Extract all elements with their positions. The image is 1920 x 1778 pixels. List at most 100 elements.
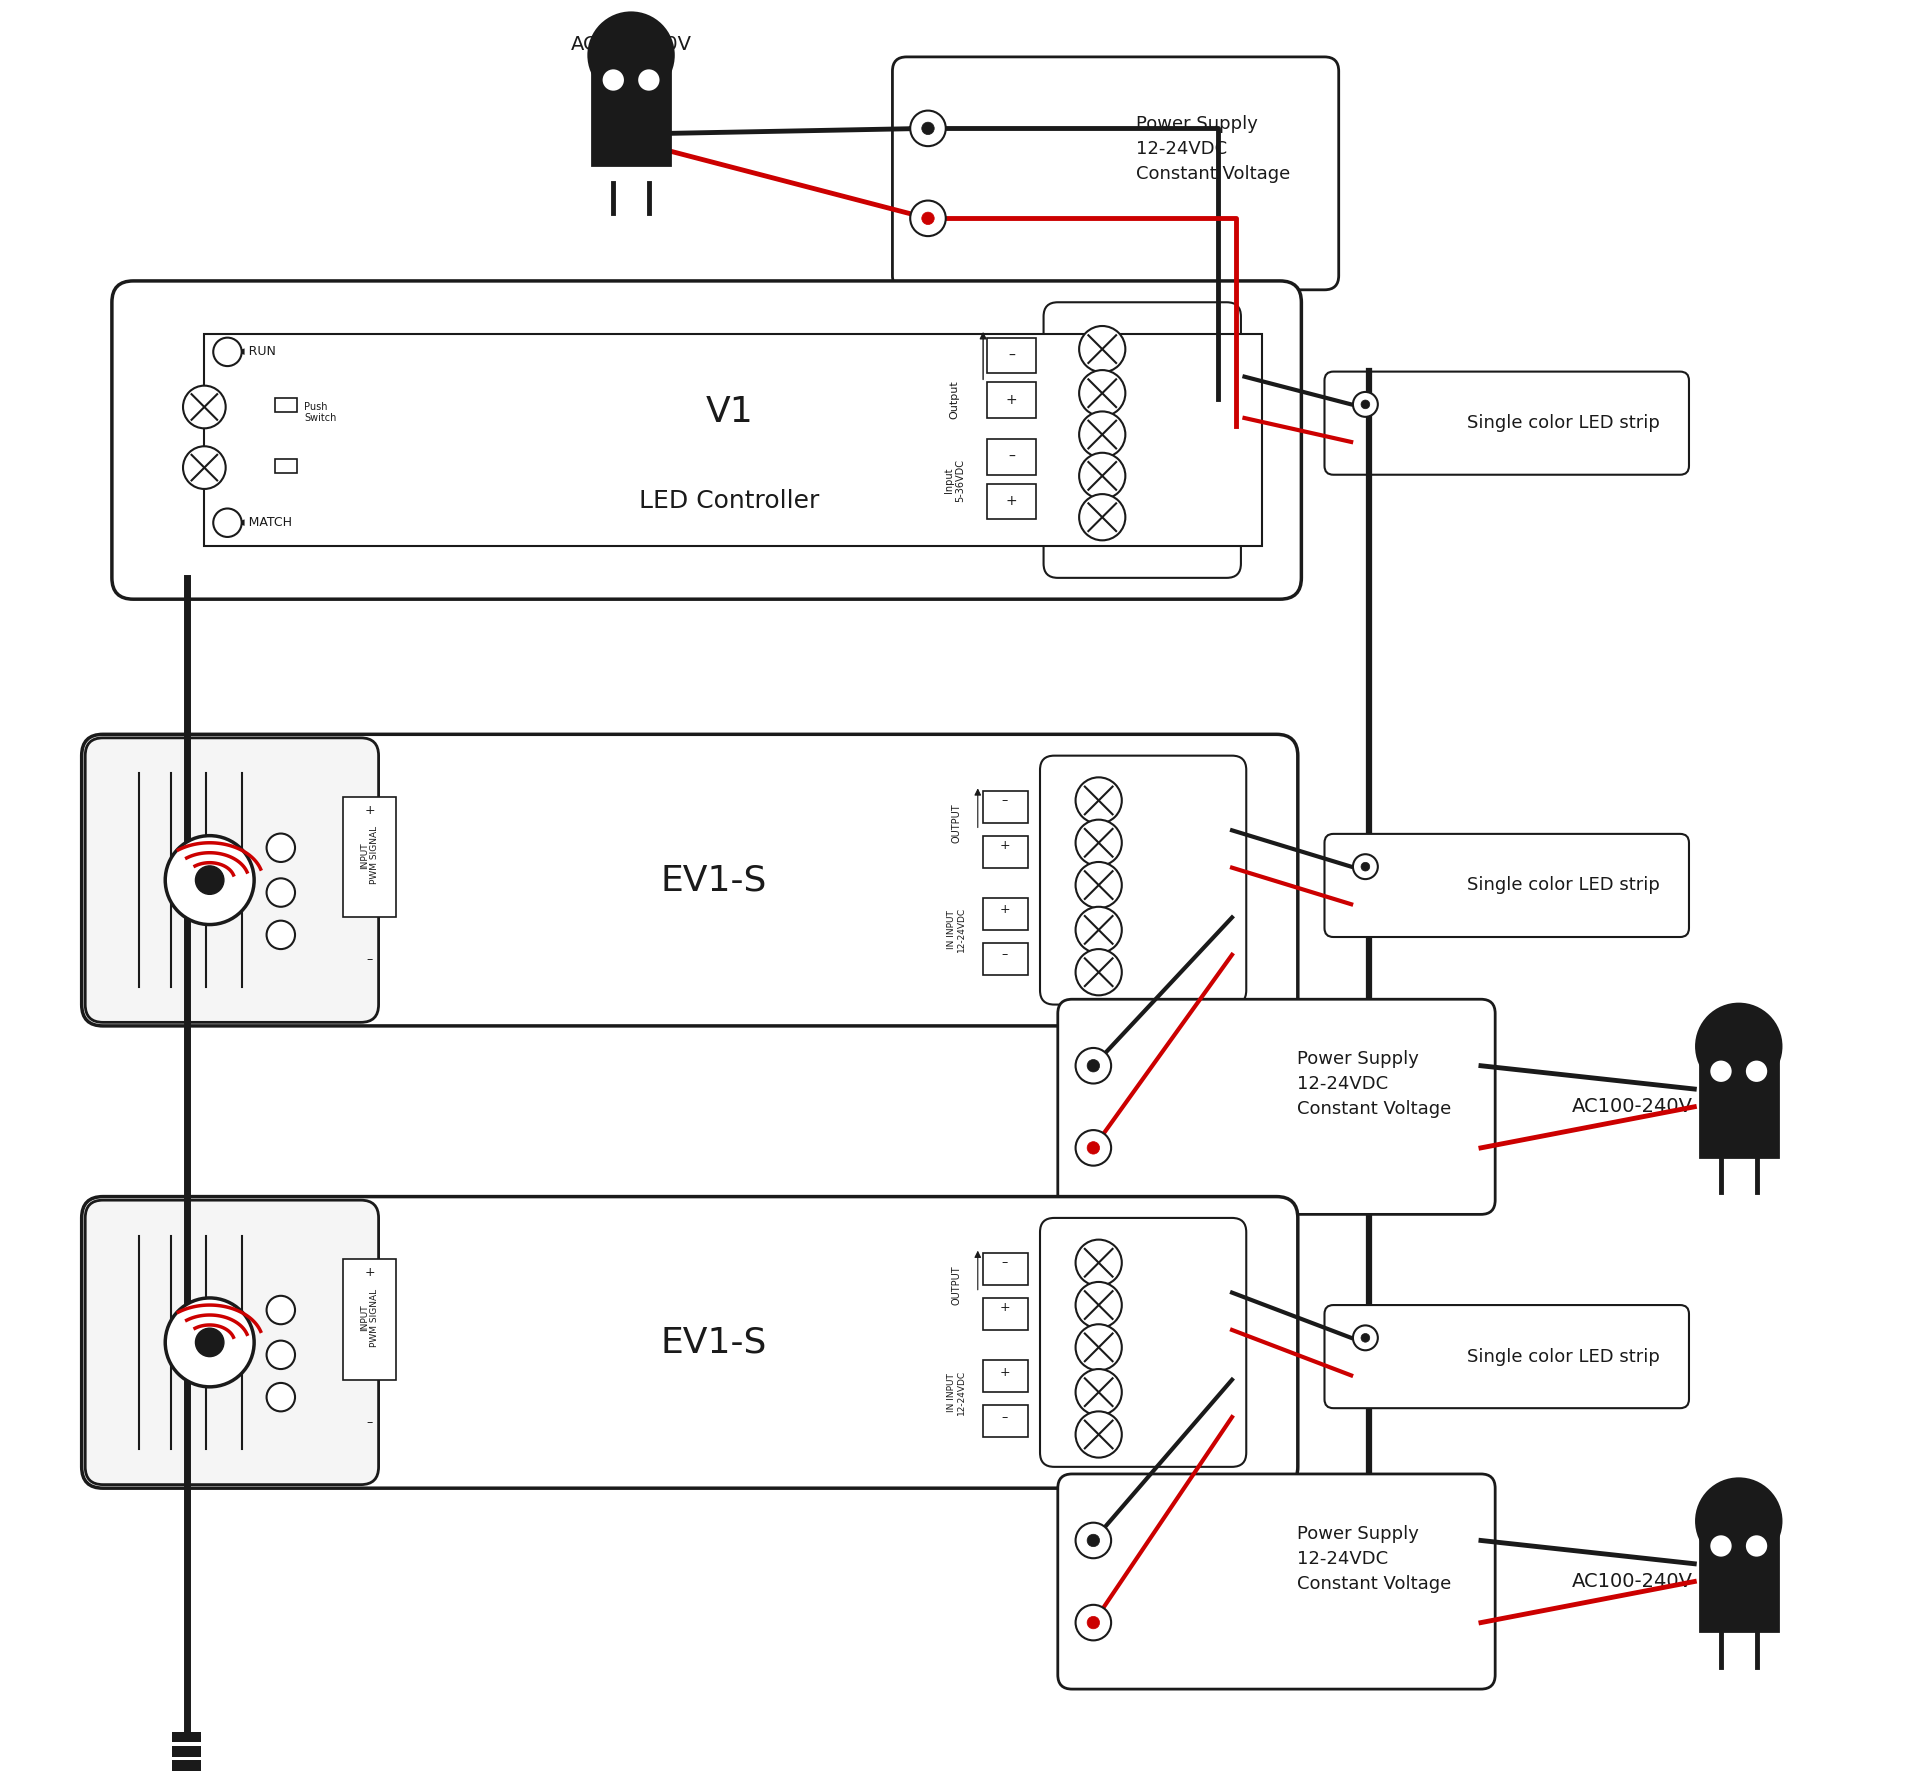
Bar xyxy=(591,66,670,165)
Circle shape xyxy=(1079,370,1125,416)
Bar xyxy=(987,338,1037,373)
Text: V1: V1 xyxy=(707,395,753,430)
Circle shape xyxy=(182,446,227,489)
FancyBboxPatch shape xyxy=(83,1197,1298,1488)
Text: +: + xyxy=(998,1301,1010,1314)
Bar xyxy=(204,334,1261,546)
Circle shape xyxy=(1075,1522,1112,1558)
Circle shape xyxy=(1075,820,1121,866)
Text: –: – xyxy=(1002,948,1008,962)
Bar xyxy=(983,942,1027,974)
Circle shape xyxy=(922,212,935,224)
Bar xyxy=(1699,1056,1778,1157)
Circle shape xyxy=(1087,1060,1100,1072)
Text: Push
Switch: Push Switch xyxy=(303,402,336,423)
Circle shape xyxy=(1075,862,1121,909)
Text: +: + xyxy=(998,1366,1010,1378)
Text: Input
5-36VDC: Input 5-36VDC xyxy=(945,459,966,501)
Text: OUTPUT: OUTPUT xyxy=(952,804,962,843)
Text: +: + xyxy=(365,804,374,816)
Circle shape xyxy=(1711,1534,1732,1558)
Bar xyxy=(983,1298,1027,1330)
Circle shape xyxy=(1075,777,1121,823)
Bar xyxy=(983,1405,1027,1437)
Text: +: + xyxy=(1006,393,1018,407)
Bar xyxy=(983,836,1027,868)
Circle shape xyxy=(1361,862,1369,871)
Circle shape xyxy=(1075,907,1121,953)
Circle shape xyxy=(1075,1325,1121,1371)
FancyBboxPatch shape xyxy=(1041,756,1246,1005)
Circle shape xyxy=(213,509,242,537)
Circle shape xyxy=(1087,1141,1100,1154)
Bar xyxy=(983,898,1027,930)
Circle shape xyxy=(267,834,296,862)
Circle shape xyxy=(1745,1534,1766,1558)
Circle shape xyxy=(1075,1047,1112,1083)
FancyBboxPatch shape xyxy=(1325,372,1690,475)
Circle shape xyxy=(267,878,296,907)
Bar xyxy=(983,1253,1027,1285)
Circle shape xyxy=(1354,853,1379,878)
Circle shape xyxy=(637,69,659,91)
Circle shape xyxy=(165,836,253,925)
Bar xyxy=(173,1732,202,1742)
Circle shape xyxy=(1075,1412,1121,1458)
Bar xyxy=(983,1360,1027,1392)
Text: –: – xyxy=(1002,795,1008,807)
Circle shape xyxy=(267,1296,296,1325)
FancyBboxPatch shape xyxy=(1325,1305,1690,1408)
Text: Single color LED strip: Single color LED strip xyxy=(1467,1348,1659,1366)
Circle shape xyxy=(1745,1060,1766,1081)
Bar xyxy=(987,382,1037,418)
Text: ◄ RUN: ◄ RUN xyxy=(234,345,275,359)
Circle shape xyxy=(910,201,947,236)
Text: –: – xyxy=(1008,348,1016,363)
Text: Power Supply
12-24VDC
Constant Voltage: Power Supply 12-24VDC Constant Voltage xyxy=(1296,1526,1452,1593)
Circle shape xyxy=(1361,400,1369,409)
Text: –: – xyxy=(367,1415,372,1428)
Bar xyxy=(1699,1531,1778,1632)
Circle shape xyxy=(267,921,296,949)
Bar xyxy=(275,459,298,473)
Circle shape xyxy=(1075,1131,1112,1166)
FancyBboxPatch shape xyxy=(1044,302,1240,578)
Text: AC100-240V: AC100-240V xyxy=(1572,1097,1693,1117)
FancyBboxPatch shape xyxy=(1325,834,1690,937)
Text: Power Supply
12-24VDC
Constant Voltage: Power Supply 12-24VDC Constant Voltage xyxy=(1137,116,1290,183)
Text: –: – xyxy=(367,953,372,965)
Text: +: + xyxy=(998,903,1010,916)
Text: INPUT
PWM SIGNAL: INPUT PWM SIGNAL xyxy=(361,827,380,884)
FancyBboxPatch shape xyxy=(84,738,378,1022)
Circle shape xyxy=(196,866,225,894)
Circle shape xyxy=(267,1341,296,1369)
Text: –: – xyxy=(1002,1410,1008,1424)
FancyBboxPatch shape xyxy=(1058,1474,1496,1689)
Text: EV1-S: EV1-S xyxy=(660,1325,766,1360)
Text: Single color LED strip: Single color LED strip xyxy=(1467,877,1659,894)
FancyBboxPatch shape xyxy=(893,57,1338,290)
Circle shape xyxy=(1075,949,1121,996)
Bar xyxy=(344,1259,396,1380)
Circle shape xyxy=(603,69,624,91)
Circle shape xyxy=(1075,1369,1121,1415)
Circle shape xyxy=(267,1383,296,1412)
Text: –: – xyxy=(1008,450,1016,464)
Circle shape xyxy=(1354,1325,1379,1350)
Bar xyxy=(173,1746,202,1757)
Text: LED Controller: LED Controller xyxy=(639,489,820,512)
Bar xyxy=(987,484,1037,519)
Bar xyxy=(344,797,396,917)
Circle shape xyxy=(588,12,674,98)
Text: –: – xyxy=(1002,1257,1008,1269)
Text: +: + xyxy=(998,839,1010,852)
Text: IN INPUT
12-24VDC: IN INPUT 12-24VDC xyxy=(947,1369,966,1415)
Text: OUTPUT: OUTPUT xyxy=(952,1266,962,1305)
Circle shape xyxy=(1711,1060,1732,1081)
FancyBboxPatch shape xyxy=(1041,1218,1246,1467)
FancyBboxPatch shape xyxy=(83,734,1298,1026)
Circle shape xyxy=(1695,1003,1782,1088)
Text: EV1-S: EV1-S xyxy=(660,862,766,898)
Text: AC100-240V: AC100-240V xyxy=(570,36,691,53)
Text: +: + xyxy=(365,1266,374,1278)
